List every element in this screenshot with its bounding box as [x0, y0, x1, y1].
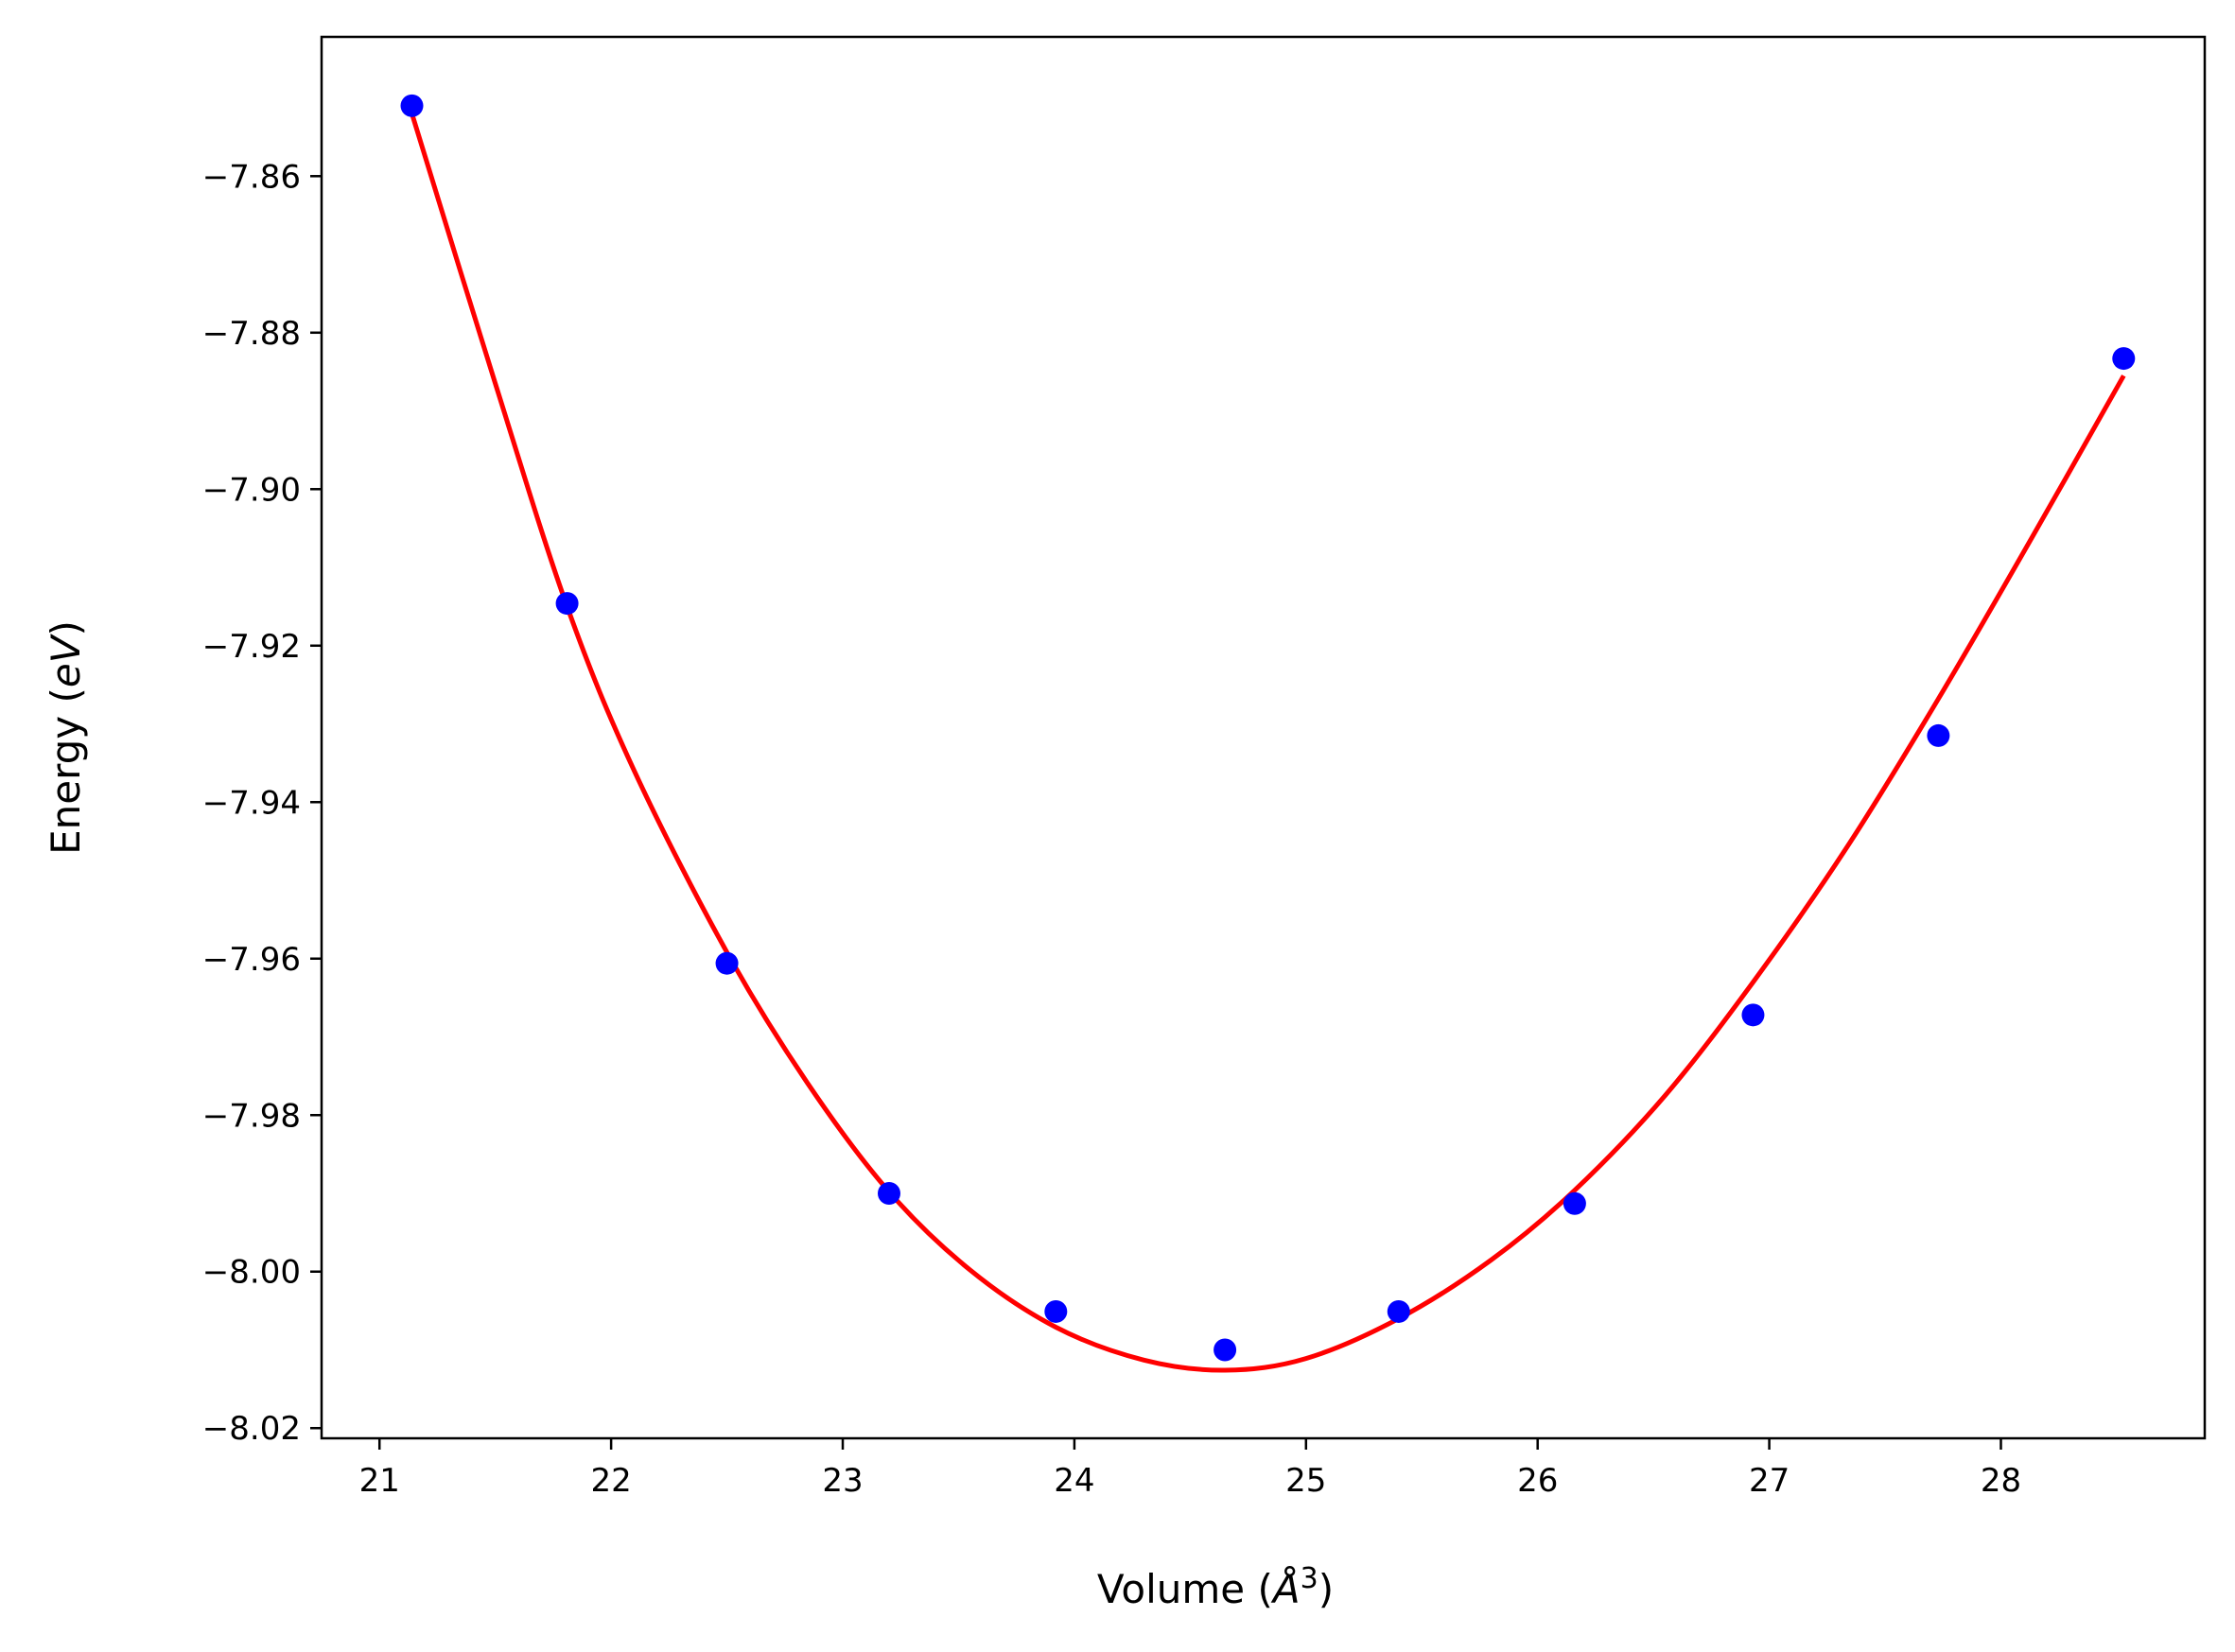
data-point: [400, 94, 424, 117]
data-point: [1214, 1338, 1237, 1362]
y-tick-label: −8.02: [202, 1410, 301, 1448]
x-tick-label: 25: [1285, 1462, 1326, 1500]
data-point: [2112, 347, 2136, 371]
y-tick-label: −7.98: [202, 1097, 301, 1135]
x-tick-label: 21: [359, 1462, 400, 1500]
y-axis-label-text: Energy (: [43, 687, 89, 855]
x-axis-label-symbol: Å: [1270, 1565, 1301, 1612]
y-axis-label-close: ): [43, 620, 89, 635]
plot-frame: [320, 35, 2207, 1440]
y-tick-label: −7.94: [202, 784, 301, 822]
x-axis-ticks: 21 22 23 24 25 26 27 28: [359, 1438, 2021, 1500]
y-tick-label: −7.88: [202, 315, 301, 353]
fit-curve-line: [410, 113, 2126, 1373]
series-layer: [400, 94, 2136, 1373]
x-axis-label-close: ): [1318, 1566, 1334, 1612]
y-tick-label: −7.92: [202, 628, 301, 666]
x-tick-label: 28: [1981, 1462, 2021, 1500]
data-point: [1044, 1299, 1068, 1323]
x-axis-label-superscript: 3: [1301, 1562, 1318, 1595]
y-axis-ticks: −8.02 −8.00 −7.98 −7.96 −7.94 −7.92 −7.90 −7.88…: [202, 158, 322, 1448]
y-tick-label: −7.90: [202, 471, 301, 509]
x-axis-label: Volume (Å3): [1097, 1562, 1334, 1612]
x-tick-label: 24: [1054, 1462, 1094, 1500]
data-point: [1741, 1003, 1765, 1027]
data-point: [1387, 1299, 1410, 1323]
y-tick-label: −8.00: [202, 1254, 301, 1292]
y-axis-label-symbol: eV: [43, 633, 89, 687]
data-point: [715, 951, 739, 975]
y-axis-label: Energy (eV): [43, 620, 89, 855]
y-tick-label: −7.86: [202, 158, 301, 196]
x-tick-label: 23: [822, 1462, 863, 1500]
x-axis-label-text: Volume (: [1097, 1566, 1273, 1612]
data-point: [877, 1182, 900, 1206]
x-tick-label: 22: [590, 1462, 631, 1500]
y-tick-label: −7.96: [202, 941, 301, 979]
x-tick-label: 27: [1749, 1462, 1790, 1500]
data-point: [555, 592, 579, 616]
data-point: [1927, 723, 1950, 747]
data-point: [1563, 1191, 1586, 1215]
x-tick-label: 26: [1517, 1462, 1558, 1500]
